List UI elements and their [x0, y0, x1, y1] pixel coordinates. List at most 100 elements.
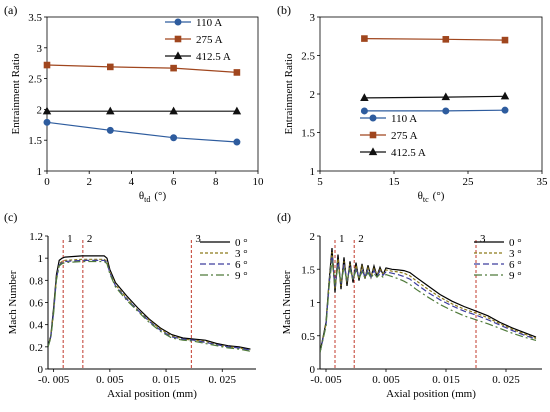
y-tick-label: 1: [37, 166, 43, 178]
data-point: [233, 69, 241, 76]
x-tick-label: 8: [213, 176, 219, 188]
chart-panel-3: (c) 0 0.2 0.4 0.6 0.8 1 1.2 -0. 005 0. 005 0. 015 0…: [4, 210, 256, 400]
legend-marker: [369, 114, 377, 122]
legend-marker: [173, 51, 183, 60]
data-point: [106, 126, 114, 134]
x-axis-label-symbol: θ: [139, 190, 144, 202]
y-tick-label: 1.2: [29, 231, 43, 243]
y-axis-label: Mach Number: [7, 270, 19, 334]
legend-entry: 412.5 A: [196, 51, 231, 63]
y-tick-label: 0.2: [29, 342, 43, 354]
reference-line-label: 3: [195, 233, 201, 245]
panel-label: (a): [4, 3, 17, 17]
legend: 0 °3 °6 °9 °: [474, 237, 522, 282]
data-point: [361, 35, 368, 42]
series-line-1: [364, 109, 506, 112]
legend-entry: 275 A: [196, 34, 223, 46]
x-axis-label: θtd (°): [139, 190, 167, 204]
legend: 110 A 275 A 412.5 A: [165, 17, 231, 63]
chart-panel-4: (d) 0 0.5 1 1.5 2 -0. 005 0. 005 0. 015 0. 025 Mac…: [277, 210, 542, 400]
y-tick-label: 1.5: [301, 128, 315, 140]
y-tick-label: 2: [37, 104, 43, 116]
legend-entry: 110 A: [196, 17, 222, 29]
x-axis-label-subscript: td: [144, 195, 150, 204]
x-tick-label: 0. 025: [492, 374, 520, 386]
x-tick-label: 15: [389, 176, 401, 188]
data-point: [232, 106, 242, 115]
x-tick-label: -0. 005: [38, 374, 70, 386]
series-group: [320, 247, 537, 353]
data-point: [500, 91, 510, 100]
y-axis-label: Mach Number: [281, 270, 293, 334]
data-point: [442, 36, 450, 43]
y-tick-label: 3: [37, 43, 43, 55]
y-tick-label: 1.5: [301, 264, 315, 276]
x-tick-label: 0. 015: [152, 374, 180, 386]
legend: 0 °3 °6 °9 °: [200, 237, 248, 282]
plot-frame: [46, 16, 259, 172]
data-point: [441, 92, 451, 101]
data-point: [360, 93, 369, 101]
x-tick-label: 5: [317, 176, 323, 188]
x-tick-label: 6: [171, 176, 177, 188]
x-tick-label: -0. 005: [310, 374, 342, 386]
legend-entry: 0 °: [509, 237, 522, 249]
reference-line-label: 1: [67, 233, 73, 245]
legend-marker: [368, 147, 378, 156]
series-line-4: [48, 260, 251, 352]
x-axis-label-subscript: tc: [423, 195, 429, 204]
x-tick-label: 0. 015: [432, 374, 460, 386]
x-axis-label-unit: (°): [433, 190, 445, 202]
legend-marker: [174, 18, 182, 26]
x-axis-label: θtc (°): [418, 190, 445, 204]
x-tick-label: 0: [44, 176, 50, 188]
series-group: [47, 64, 237, 143]
legend-marker: [369, 131, 377, 139]
panel-label: (b): [277, 3, 291, 17]
data-point: [170, 64, 177, 72]
legend-entry: 110 A: [391, 113, 417, 125]
legend-entry: 3 °: [509, 248, 522, 260]
series-line-2: [320, 251, 537, 353]
y-tick-label: 2: [310, 89, 316, 101]
y-tick-label: 0: [310, 364, 316, 376]
chart-panel-1: (a) 1 1.5 2 2.5 3 3.5 0 2 4 6 8 10 Entrainment Ratio θ…: [4, 3, 264, 204]
data-point: [169, 106, 178, 115]
panel-label: (c): [4, 210, 17, 224]
y-axis-label: Entrainment Ratio: [10, 53, 22, 134]
y-tick-label: 0.4: [29, 320, 43, 332]
legend-entry: 9 °: [509, 270, 522, 282]
legend-entry: 3 °: [235, 248, 248, 260]
y-tick-label: 1.5: [28, 135, 42, 147]
legend-entry: 6 °: [235, 259, 248, 271]
x-tick-label: 0. 025: [209, 374, 237, 386]
series-line-3: [320, 255, 537, 353]
reference-line-label: 3: [480, 233, 486, 245]
data-point: [233, 138, 241, 146]
y-tick-label: 3.5: [28, 12, 42, 24]
y-axis-label: Entrainment Ratio: [283, 53, 295, 134]
reference-line-label: 2: [87, 233, 93, 245]
y-tick-label: 0: [38, 364, 44, 376]
reference-line-label: 1: [339, 233, 345, 245]
legend-marker: [174, 35, 182, 43]
y-tick-label: 0.6: [29, 298, 43, 310]
legend-entry: 0 °: [235, 237, 248, 249]
data-point: [106, 106, 115, 115]
x-tick-label: 0. 005: [372, 374, 400, 386]
data-point: [360, 107, 368, 115]
x-tick-label: 35: [537, 176, 549, 188]
x-tick-label: 10: [253, 176, 265, 188]
data-point: [43, 118, 51, 126]
panel-label: (d): [277, 210, 291, 224]
data-point: [43, 61, 51, 69]
y-tick-label: 2: [310, 231, 316, 243]
data-point: [501, 36, 509, 44]
legend-entry: 412.5 A: [391, 147, 426, 159]
series-line-1: [48, 255, 251, 350]
y-tick-label: 0.8: [29, 275, 43, 287]
data-point: [442, 107, 450, 115]
legend-entry: 6 °: [509, 259, 522, 271]
data-point: [107, 63, 114, 71]
